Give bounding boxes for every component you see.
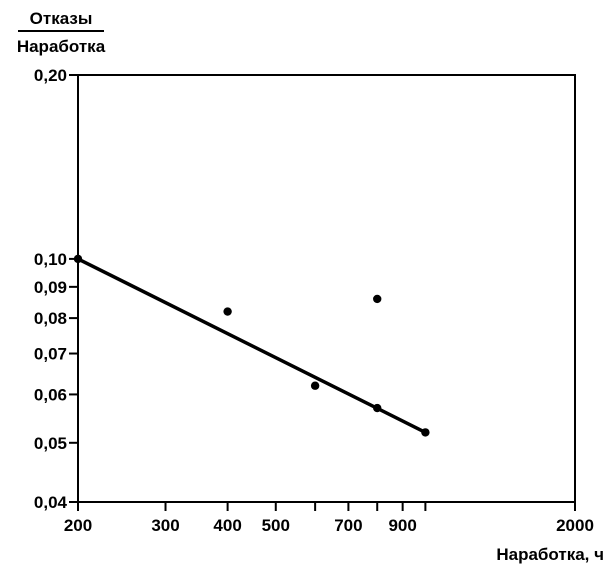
x-tick-label: 500	[262, 516, 290, 535]
plot-frame	[77, 74, 576, 503]
data-point	[373, 294, 382, 304]
y-tick-label: 0,07	[34, 345, 67, 364]
y-tick-label: 0,06	[34, 385, 67, 404]
x-axis: 200 300 400 500 700 900 2000	[64, 502, 594, 535]
data-point	[373, 403, 382, 413]
y-tick-label: 0,20	[34, 66, 67, 85]
x-tick-label: 700	[334, 516, 362, 535]
data-point	[421, 428, 430, 437]
data-point	[310, 381, 320, 390]
x-tick-label: 200	[64, 516, 92, 535]
y-axis-title-numerator: Отказы	[30, 9, 93, 28]
y-axis: 0,04 0,05 0,06 0,07 0,08 0,09 0,10 0,20	[34, 66, 78, 512]
x-axis-title: Наработка, ч	[496, 545, 604, 564]
y-tick-label: 0,04	[34, 493, 68, 512]
data-marks	[73, 254, 430, 437]
y-tick-label: 0,08	[34, 309, 67, 328]
x-tick-label: 2000	[556, 516, 594, 535]
data-point	[223, 307, 232, 316]
y-tick-label: 0,09	[34, 278, 67, 297]
x-tick-label: 900	[388, 516, 416, 535]
x-tick-label: 400	[213, 516, 241, 535]
fit-line	[77, 257, 427, 434]
y-axis-title-denominator: Наработка	[17, 37, 106, 56]
y-tick-label: 0,10	[34, 250, 67, 269]
data-point	[73, 254, 83, 264]
y-tick-label: 0,05	[34, 434, 67, 453]
x-tick-label: 300	[151, 516, 179, 535]
